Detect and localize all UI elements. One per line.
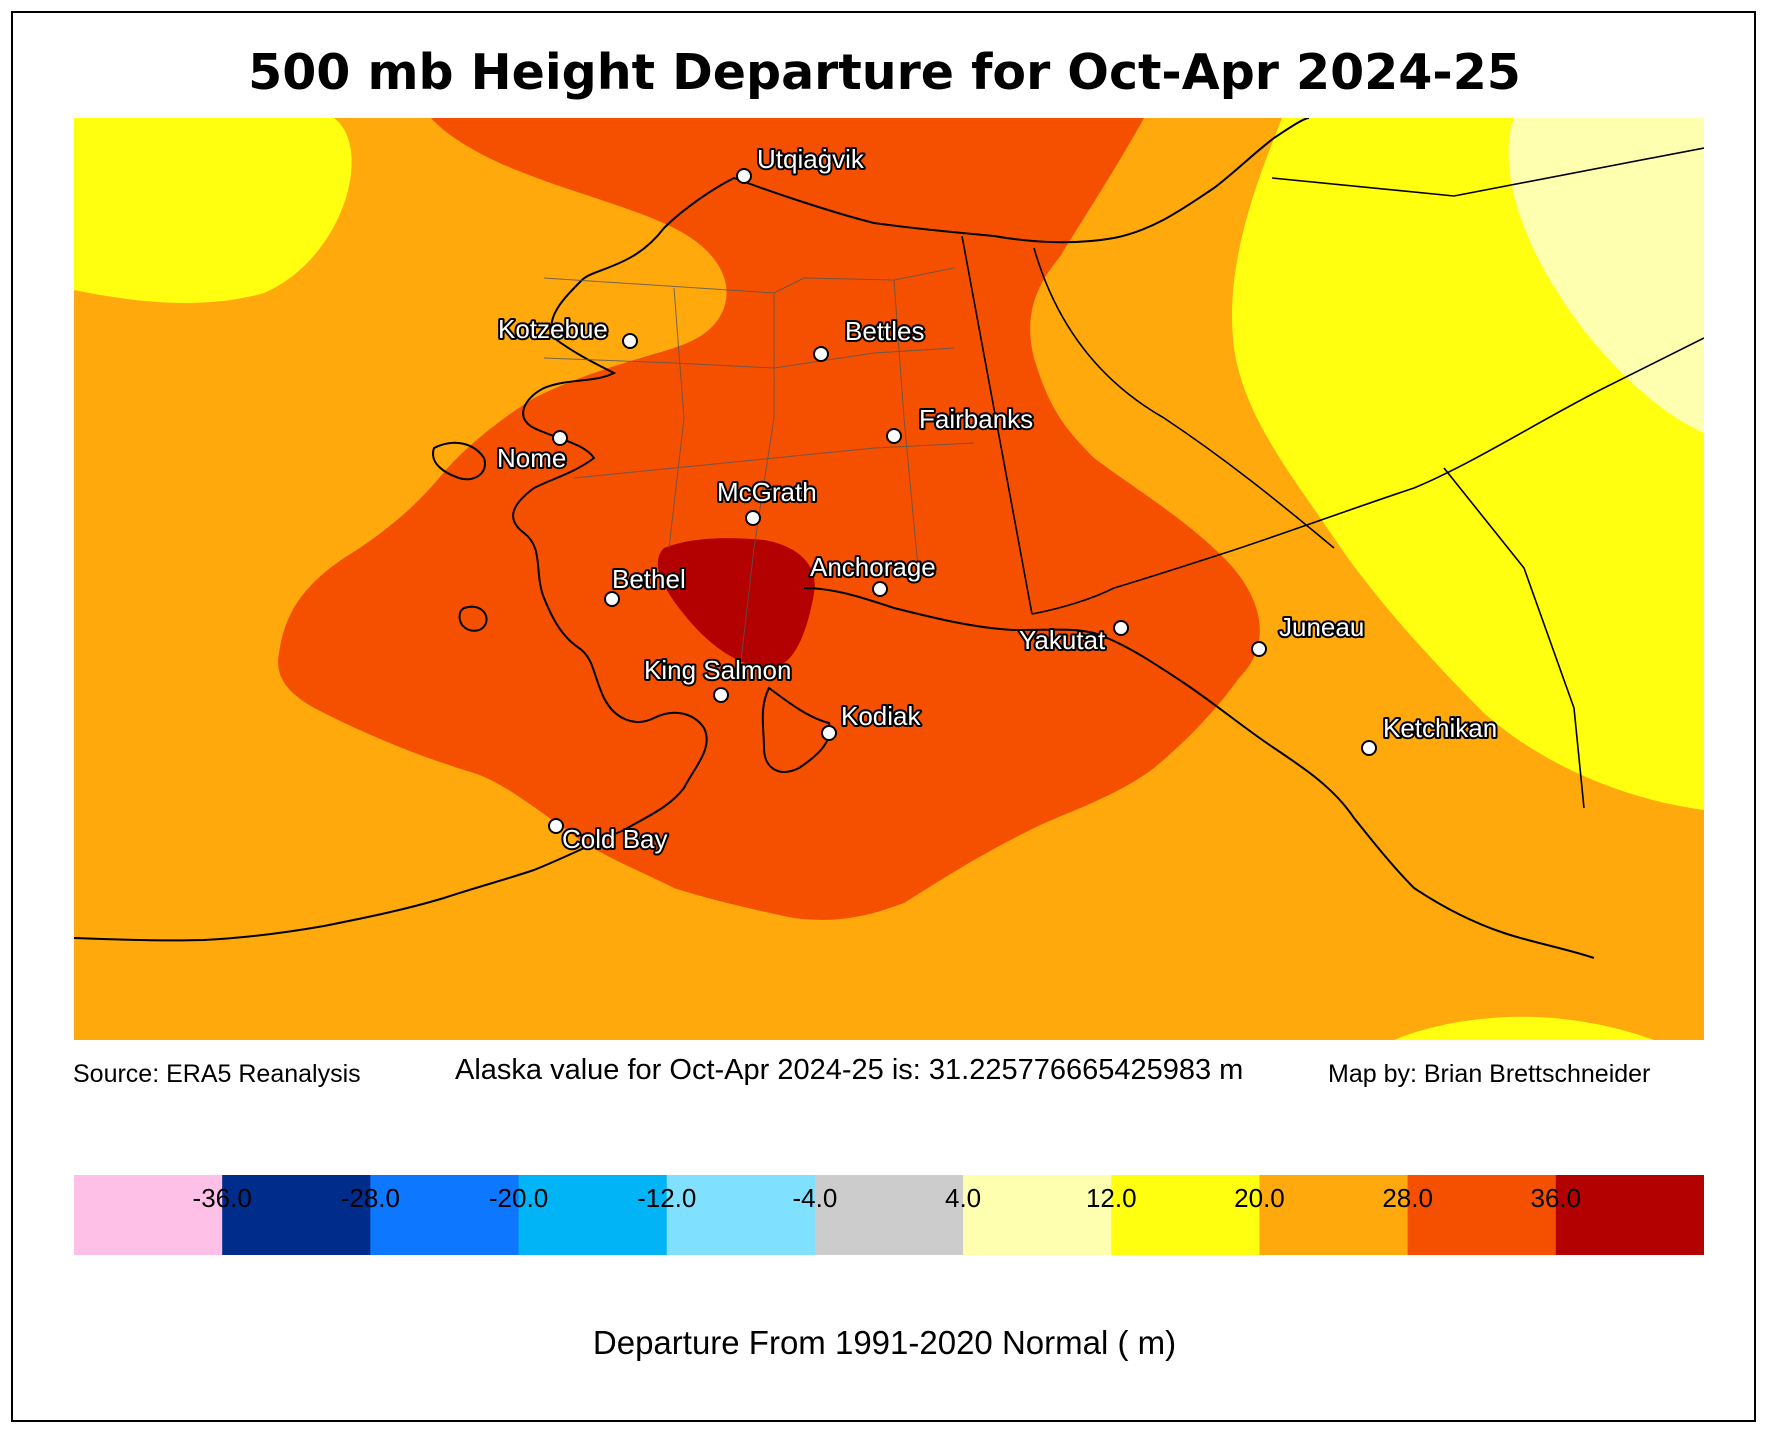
source-note: Source: ERA5 Reanalysis	[73, 1060, 361, 1088]
city-label: Ketchikan	[1383, 713, 1497, 743]
city-label: Kodiak	[841, 701, 921, 731]
city-marker	[1251, 641, 1267, 657]
city-label: Cold Bay	[562, 824, 668, 854]
field-lt-12-northeast	[1508, 118, 1704, 433]
city-label: Kotzebue	[498, 314, 608, 344]
city-label: Bethel	[612, 564, 686, 594]
colorbar-swatch	[1259, 1175, 1409, 1255]
city-marker	[736, 168, 752, 184]
colorbar-swatch	[74, 1175, 223, 1255]
colorbar-tick-label: 20.0	[1234, 1183, 1285, 1213]
colorbar-tick-label: 4.0	[945, 1183, 982, 1213]
colorbar-tick-label: 12.0	[1085, 1183, 1137, 1213]
city-label: Utqiaġvik	[757, 144, 865, 174]
city-marker	[821, 725, 837, 741]
city-marker	[713, 687, 729, 703]
city-label: Fairbanks	[919, 404, 1033, 434]
borough-lines	[543, 267, 975, 679]
city-marker	[1361, 740, 1377, 756]
city-marker	[622, 333, 638, 349]
city-marker	[548, 818, 564, 834]
city-marker	[872, 581, 888, 597]
city-marker	[552, 430, 568, 446]
colorbar-swatch	[963, 1175, 1112, 1255]
map-panel: Utqiaġvik Kotzebue Bettles Fairbanks Nome McG…	[74, 118, 1704, 1040]
figure-frame	[11, 11, 1756, 1422]
city-marker	[1113, 620, 1129, 636]
colorbar-swatch	[666, 1175, 816, 1255]
alaska-value-note: Alaska value for Oct-Apr 2024-25 is: 31.…	[455, 1054, 1244, 1086]
colorbar-swatch	[1111, 1175, 1260, 1255]
city-marker	[813, 346, 829, 362]
colorbar-tick-label: -4.0	[792, 1183, 838, 1213]
field-gt-36	[657, 538, 815, 668]
colorbar	[74, 1175, 1704, 1255]
city-label: Anchorage	[810, 552, 936, 582]
colorbar-tick-label: 36.0	[1530, 1183, 1582, 1213]
city-label: Nome	[497, 443, 566, 473]
colorbar-tick-label: -20.0	[488, 1183, 549, 1213]
map-byline: Map by: Brian Brettschneider	[1328, 1060, 1651, 1088]
colorbar-swatch	[814, 1175, 964, 1255]
colorbar-tick-label: -12.0	[637, 1183, 697, 1213]
field-28-36	[278, 118, 1260, 920]
field-12-20-south	[1394, 1016, 1654, 1040]
city-label: Juneau	[1279, 612, 1364, 642]
political-borders	[961, 147, 1704, 809]
colorbar-title: Departure From 1991-2020 Normal ( m)	[592, 1324, 1177, 1361]
colorbar-swatch	[370, 1175, 520, 1255]
city-marker	[886, 428, 902, 444]
colorbar-swatch	[1407, 1175, 1557, 1255]
city-label: King Salmon	[644, 655, 791, 685]
colorbar-tick-label: -28.0	[340, 1183, 400, 1213]
colorbar-tick-label: 28.0	[1382, 1183, 1433, 1213]
field-12-20-northwest	[74, 118, 352, 303]
colorbar-swatch	[518, 1175, 668, 1255]
coastlines	[74, 118, 1595, 959]
map-title: 500 mb Height Departure for Oct-Apr 2024…	[248, 44, 1521, 101]
colorbar-swatch	[222, 1175, 371, 1255]
colorbar-swatch	[1555, 1175, 1704, 1255]
colorbar-tick-label: -36.0	[192, 1183, 252, 1213]
city-marker	[745, 510, 761, 526]
city-label: Yakutat	[1019, 625, 1106, 655]
city-marker	[604, 591, 620, 607]
city-label: Bettles	[845, 316, 925, 346]
city-label: McGrath	[717, 477, 817, 507]
